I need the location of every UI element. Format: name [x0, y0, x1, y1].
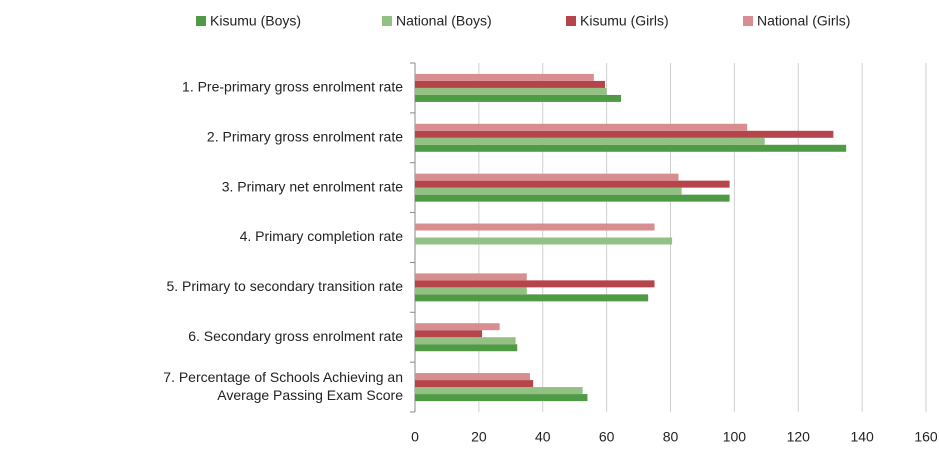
bar — [415, 137, 765, 145]
legend-label: National (Girls) — [757, 13, 850, 29]
y-tick-label: 1. Pre-primary gross enrolment rate — [182, 79, 403, 95]
bar — [415, 280, 655, 288]
bar — [415, 144, 847, 152]
bar — [415, 373, 530, 381]
legend-label: National (Boys) — [396, 13, 492, 29]
bar — [415, 80, 606, 88]
bar — [415, 294, 649, 302]
bar — [415, 123, 748, 131]
x-tick-label: 100 — [723, 429, 747, 445]
bar — [415, 87, 607, 95]
bar — [415, 94, 621, 102]
bar — [415, 330, 483, 338]
legend-label: Kisumu (Boys) — [210, 13, 301, 29]
bar — [415, 173, 679, 181]
bar — [415, 394, 588, 402]
x-tick-label: 120 — [787, 429, 811, 445]
bar — [415, 273, 527, 281]
x-tick-label: 140 — [850, 429, 874, 445]
bar — [415, 73, 594, 81]
x-tick-label: 20 — [471, 429, 487, 445]
y-tick-label: 2. Primary gross enrolment rate — [207, 128, 403, 144]
bar — [415, 237, 673, 245]
y-tick-label: 6. Secondary gross enrolment rate — [188, 328, 403, 344]
bar — [415, 337, 516, 345]
y-tick-label: 4. Primary completion rate — [240, 228, 404, 244]
bar — [415, 187, 682, 195]
legend-swatch — [382, 16, 392, 26]
x-tick-label: 160 — [914, 429, 938, 445]
bar — [415, 323, 500, 331]
bar — [415, 223, 655, 231]
bar — [415, 380, 534, 388]
legend-swatch — [196, 16, 206, 26]
label-line: Average Passing Exam Score — [217, 387, 403, 403]
x-tick-label: 40 — [535, 429, 551, 445]
x-tick-label: 0 — [411, 429, 419, 445]
bar — [415, 180, 730, 188]
y-tick-label: 3. Primary net enrolment rate — [222, 178, 404, 194]
y-tick-label: 7. Percentage of Schools Achieving an Ave… — [163, 369, 403, 403]
x-tick-label: 80 — [663, 429, 679, 445]
x-tick-label: 60 — [599, 429, 615, 445]
legend-swatch — [743, 16, 753, 26]
legend-swatch — [566, 16, 576, 26]
y-tick-label: 5. Primary to secondary transition rate — [166, 278, 403, 294]
bar — [415, 130, 834, 138]
bar — [415, 287, 527, 295]
bar — [415, 194, 730, 202]
legend-label: Kisumu (Girls) — [580, 13, 669, 29]
bar — [415, 387, 583, 395]
bar — [415, 344, 518, 352]
label-line: 7. Percentage of Schools Achieving an — [163, 369, 403, 385]
